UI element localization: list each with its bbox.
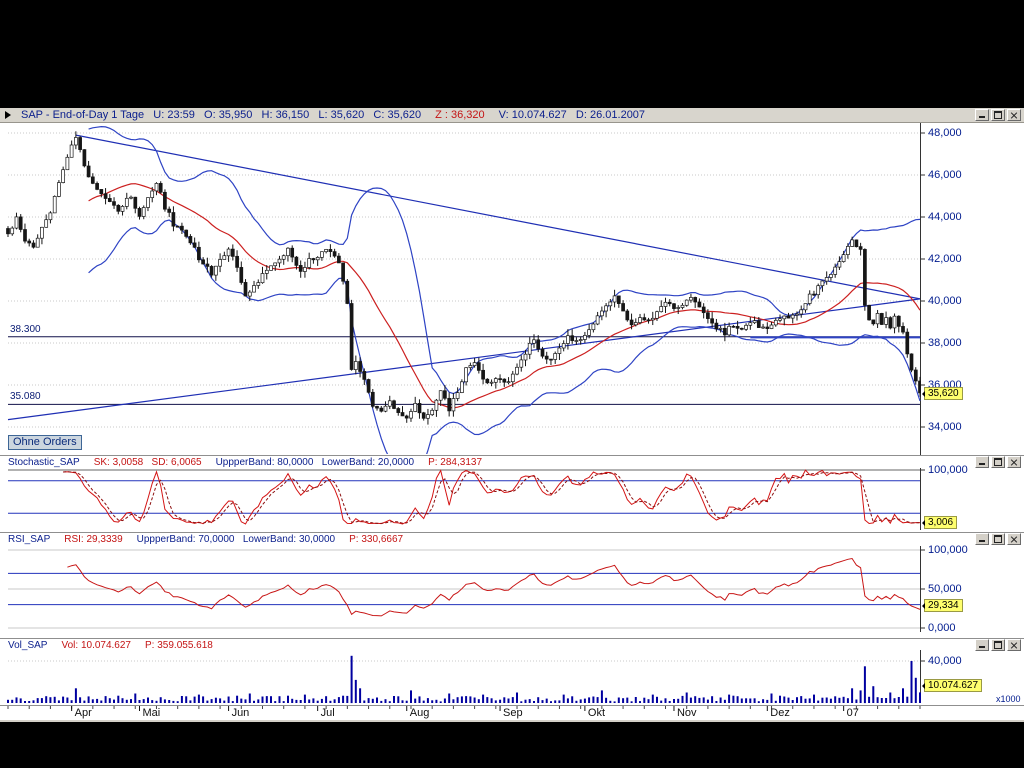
stochastic-name: Stochastic_SAP — [8, 457, 80, 468]
volume-chart[interactable] — [0, 638, 1024, 705]
rsi-axis-0: 0,000 — [928, 622, 956, 634]
restore-icon[interactable] — [991, 456, 1005, 468]
trendline — [75, 134, 921, 300]
window-titlebar[interactable]: SAP - End-of-Day 1 Tage U: 23:59 O: 35,9… — [0, 108, 1024, 123]
close-icon[interactable] — [1007, 456, 1021, 468]
stochastic-value-badge: 3,006 — [921, 516, 958, 529]
close-icon[interactable] — [1007, 109, 1021, 121]
stoch-d-line — [63, 471, 921, 524]
rsi-name: RSI_SAP — [8, 534, 51, 545]
volume-panel-controls — [975, 639, 1021, 651]
volume-p-value: P: 359.055.618 — [145, 640, 213, 651]
rsi-header: RSI_SAP RSI: 29,3339 UppperBand: 70,0000… — [8, 534, 403, 545]
minimize-icon[interactable] — [975, 456, 989, 468]
minimize-icon[interactable] — [975, 109, 989, 121]
ma-line — [88, 183, 921, 409]
window-title-ohlc: SAP - End-of-Day 1 Tage U: 23:59 O: 35,9… — [21, 109, 422, 121]
window-menu-icon — [5, 111, 15, 119]
minimize-icon[interactable] — [975, 639, 989, 651]
window-title-vd: V: 10.074.627 D: 26.01.2007 — [498, 109, 646, 121]
volume-axis-40000: 40,000 — [928, 655, 962, 667]
volume-header: Vol_SAP Vol: 10.074.627 P: 359.055.618 — [8, 640, 213, 651]
stochastic-band-params: UppperBand: 80,0000 LowerBand: 20,0000 — [215, 457, 415, 468]
close-icon[interactable] — [1007, 533, 1021, 545]
stochastic-header: Stochastic_SAP SK: 3,0058 SD: 6,0065 Upp… — [8, 457, 482, 468]
rsi-line — [67, 557, 921, 617]
volume-name: Vol_SAP — [8, 640, 48, 651]
bollinger-lower — [88, 219, 921, 454]
window-title-z: Z : 36,320 — [435, 109, 485, 121]
rsi-axis-50: 50,000 — [928, 583, 962, 595]
bollinger-upper — [88, 125, 921, 395]
volume-value-text: Vol: 10.074.627 — [61, 640, 131, 651]
rsi-value-text: RSI: 29,3339 — [64, 534, 123, 545]
window-controls — [975, 109, 1021, 121]
panel-splitter[interactable] — [0, 455, 1024, 456]
close-icon[interactable] — [1007, 639, 1021, 651]
rsi-axis-100: 100,000 — [928, 544, 968, 556]
stochastic-sk-sd-values: SK: 3,0058 SD: 6,0065 — [93, 457, 202, 468]
rsi-chart[interactable] — [0, 532, 1024, 638]
support-level-label-upper: 38.300 — [10, 324, 41, 335]
window-bottom-edge — [0, 720, 1024, 722]
rsi-p-value: P: 330,6667 — [349, 534, 404, 545]
restore-icon[interactable] — [991, 109, 1005, 121]
volume-bars — [7, 655, 921, 704]
stoch-k-line — [63, 469, 920, 525]
stochastic-axis-100: 100,000 — [928, 464, 968, 476]
restore-icon[interactable] — [991, 639, 1005, 651]
restore-icon[interactable] — [991, 533, 1005, 545]
trendline — [7, 298, 921, 421]
volume-multiplier-label: x1000 — [996, 694, 1021, 704]
panel-splitter — [0, 705, 1024, 706]
rsi-band-params: UppperBand: 70,0000 LowerBand: 30,0000 — [136, 534, 336, 545]
candles — [6, 131, 921, 425]
panel-splitter[interactable] — [0, 532, 1024, 533]
main-price-chart[interactable] — [0, 123, 1024, 455]
rsi-panel-controls — [975, 533, 1021, 545]
rsi-value-badge: 29,334 — [922, 599, 963, 612]
minimize-icon[interactable] — [975, 533, 989, 545]
stochastic-p-value: P: 284,3137 — [428, 457, 483, 468]
orders-status-label[interactable]: Ohne Orders — [8, 435, 82, 450]
last-price-badge: 35,620 — [922, 387, 963, 400]
panel-splitter[interactable] — [0, 638, 1024, 639]
support-level-label-lower: 35.080 — [10, 391, 41, 402]
stochastic-chart[interactable] — [0, 455, 1024, 532]
volume-value-badge: 10.074.627 — [921, 679, 983, 692]
stochastic-panel-controls — [975, 456, 1021, 468]
